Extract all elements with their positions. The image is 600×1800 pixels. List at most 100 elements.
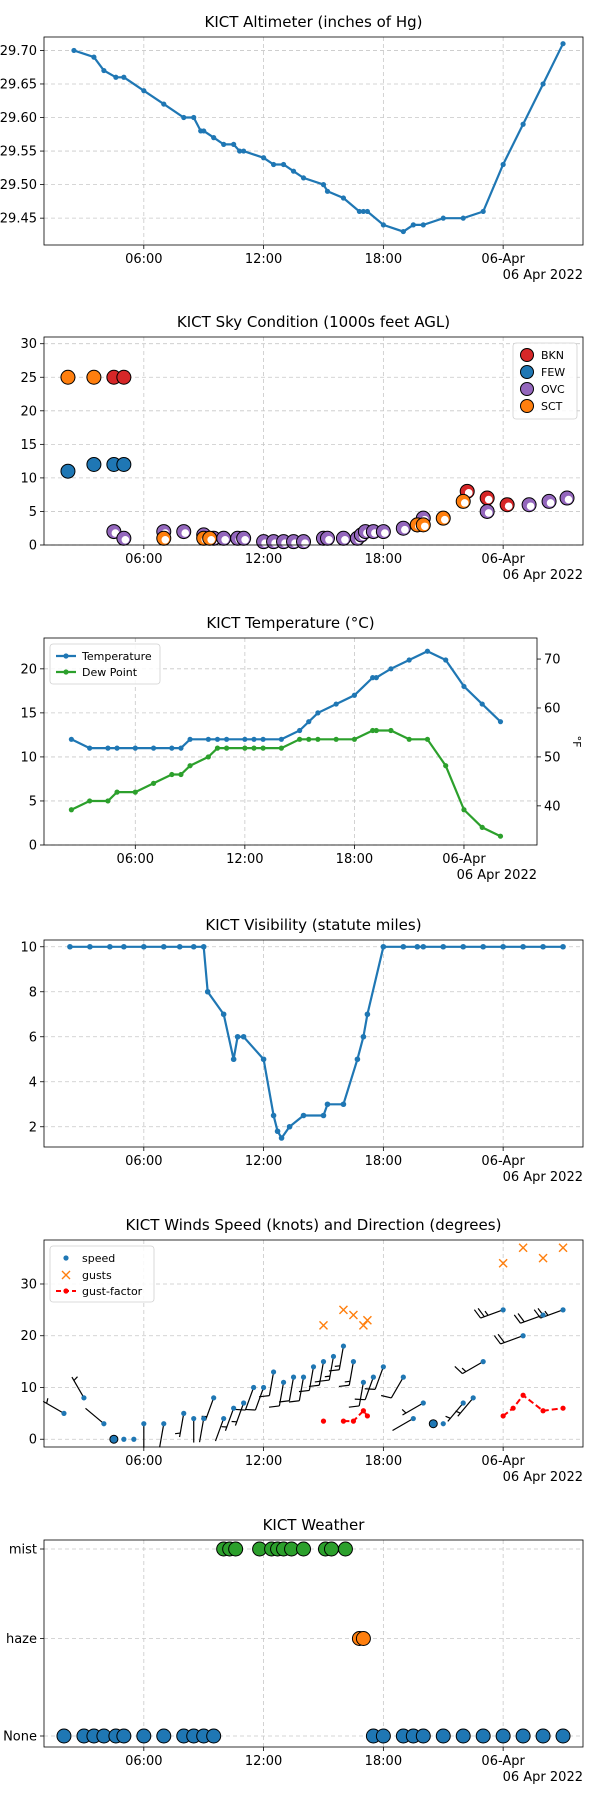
legend-box	[49, 1245, 155, 1303]
data-point	[370, 675, 376, 681]
data-point	[380, 943, 387, 950]
wind-barb-feather	[244, 1408, 256, 1411]
series-line	[70, 729, 501, 838]
wind-barb-feather	[381, 1394, 392, 1399]
wind-barb-feather	[454, 1366, 463, 1375]
speed-point	[260, 1384, 267, 1391]
chart-panel-5: KICT Winds Speed (knots) and Direction (…	[20, 1216, 584, 1485]
wind-barb-staff	[288, 1377, 295, 1401]
data-point	[214, 736, 221, 742]
data-point	[105, 745, 111, 751]
gust-factor-point	[360, 1408, 367, 1414]
speed-point	[221, 1415, 227, 1422]
data-point	[380, 222, 386, 228]
data-point	[68, 736, 74, 742]
data-point	[132, 745, 138, 751]
weather-marker	[206, 1728, 222, 1744]
wind-barb-staff	[358, 1382, 364, 1407]
speed-point	[350, 1359, 357, 1365]
speed-point	[400, 1374, 406, 1380]
x-tick-label: 06-Apr	[481, 1454, 525, 1469]
sky-marker-inner	[526, 502, 535, 511]
data-point	[141, 88, 147, 94]
data-point	[205, 736, 211, 742]
y-tick-label: 5	[29, 505, 37, 520]
x-tick-label: 12:00	[245, 1154, 282, 1169]
data-point	[356, 208, 363, 215]
data-point	[220, 1011, 227, 1018]
wind-barb-feather	[324, 1375, 331, 1378]
speed-point	[540, 1312, 546, 1318]
speed-point	[300, 1374, 307, 1380]
data-point	[461, 683, 467, 690]
gust-marker	[362, 1315, 372, 1325]
data-point	[87, 943, 93, 950]
wind-barb-staff	[159, 1423, 165, 1448]
date-label: 06 Apr 2022	[503, 568, 583, 583]
data-point	[223, 736, 230, 742]
wind-barb-feather	[455, 1410, 461, 1414]
speed-point	[231, 1405, 237, 1411]
sky-marker-inner	[207, 535, 215, 544]
data-point	[440, 943, 447, 950]
y-tick-label: 29.70	[0, 44, 37, 59]
data-point	[221, 141, 227, 147]
wind-barb-feather	[328, 1369, 340, 1372]
data-point	[440, 215, 446, 221]
data-point	[278, 1135, 285, 1141]
date-label: 06 Apr 2022	[503, 1770, 583, 1785]
chart-panels: KICT Altimeter (inches of Hg) 06:00 12:00 1…	[0, 13, 584, 1785]
data-point	[150, 780, 157, 786]
data-point	[107, 943, 113, 950]
sky-marker-inner	[181, 529, 190, 537]
y-tick-label: 10	[20, 940, 37, 955]
gust-factor-point	[560, 1405, 566, 1411]
speed-point	[380, 1364, 386, 1370]
wind-barb-feather	[544, 1310, 549, 1316]
calm-marker	[428, 1419, 438, 1429]
gust-marker	[348, 1310, 358, 1320]
data-point	[241, 148, 247, 154]
weather-marker	[435, 1728, 451, 1744]
data-point	[460, 943, 467, 950]
speed-point	[270, 1369, 277, 1375]
y-tick-label: 29.55	[0, 145, 37, 160]
date-label: 06 Apr 2022	[503, 1470, 583, 1485]
x-tick-label: 18:00	[365, 252, 402, 267]
data-point	[300, 175, 307, 181]
data-point	[406, 657, 412, 663]
data-point	[373, 727, 379, 734]
chart-title: KICT Sky Condition (1000s feet AGL)	[177, 313, 450, 331]
data-point	[234, 1033, 241, 1040]
legend-marker	[520, 365, 534, 379]
sky-marker-inner	[420, 522, 429, 531]
x-tick-label: 06:00	[125, 552, 162, 567]
data-point	[113, 74, 119, 80]
legend-marker	[61, 1270, 71, 1280]
y-tick-label: 10	[20, 1381, 37, 1396]
series-line	[70, 649, 502, 750]
data-point	[161, 101, 167, 107]
axes-frame	[43, 939, 584, 1148]
date-label: 06 Apr 2022	[503, 1170, 583, 1185]
data-point	[251, 736, 257, 742]
wind-barb-staff	[268, 1371, 275, 1396]
wind-barb-feather	[288, 1400, 300, 1403]
data-point	[497, 833, 504, 839]
weather-marker	[323, 1541, 339, 1557]
sky-marker	[116, 456, 132, 472]
sky-marker-inner	[460, 499, 469, 507]
sky-marker	[60, 369, 76, 385]
y-tick-label: 29.60	[0, 111, 37, 126]
data-point	[443, 657, 449, 663]
data-point	[114, 789, 120, 795]
wind-barb-feather	[73, 1376, 78, 1381]
data-point	[214, 745, 221, 751]
data-point	[351, 736, 358, 742]
wind-barb-staff	[244, 1387, 255, 1411]
y2-tick-label: 60	[544, 701, 561, 716]
legend-label: speed	[82, 1252, 115, 1265]
data-point	[200, 943, 207, 950]
data-point	[187, 736, 193, 742]
speed-point	[420, 1400, 426, 1406]
